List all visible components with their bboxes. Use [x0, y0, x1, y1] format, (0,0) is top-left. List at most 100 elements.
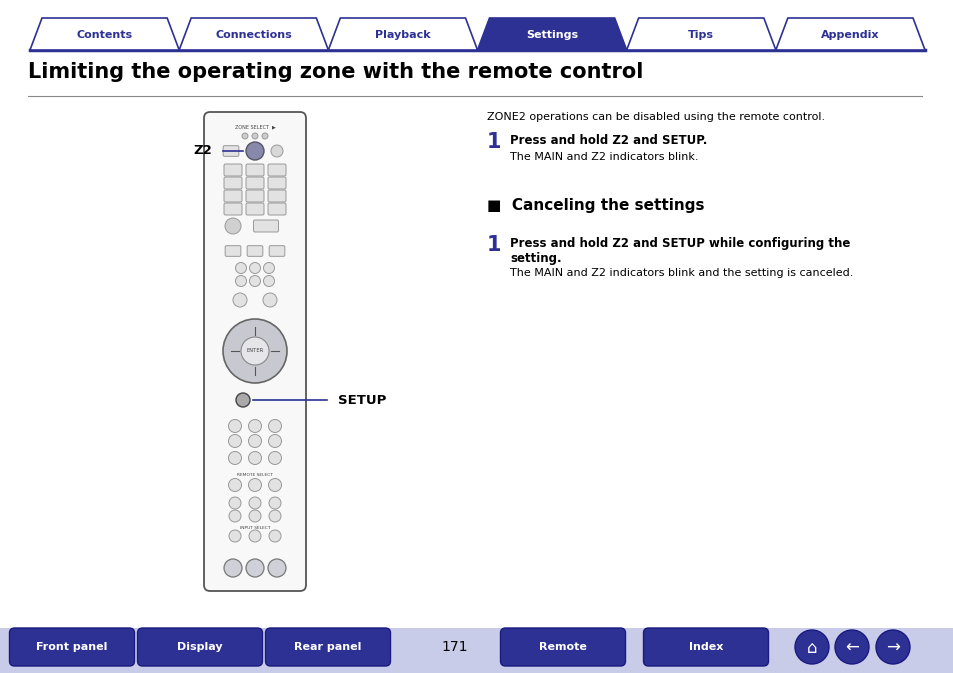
FancyBboxPatch shape [246, 203, 264, 215]
Polygon shape [30, 18, 179, 50]
Text: ENTER: ENTER [246, 349, 263, 353]
FancyBboxPatch shape [268, 190, 286, 202]
Circle shape [250, 262, 260, 273]
Circle shape [246, 142, 264, 160]
Circle shape [262, 133, 268, 139]
Circle shape [229, 530, 241, 542]
FancyBboxPatch shape [268, 164, 286, 176]
Circle shape [242, 133, 248, 139]
Text: Press and hold Z2 and SETUP while configuring the
setting.: Press and hold Z2 and SETUP while config… [510, 237, 849, 265]
Circle shape [229, 435, 241, 448]
Circle shape [248, 479, 261, 491]
Circle shape [229, 479, 241, 491]
Text: Rear panel: Rear panel [294, 642, 361, 652]
FancyBboxPatch shape [246, 164, 264, 176]
FancyBboxPatch shape [268, 203, 286, 215]
Circle shape [229, 497, 241, 509]
Circle shape [263, 262, 274, 273]
Circle shape [263, 275, 274, 287]
Polygon shape [626, 18, 775, 50]
Text: Limiting the operating zone with the remote control: Limiting the operating zone with the rem… [28, 62, 642, 82]
Text: Playback: Playback [375, 30, 430, 40]
Text: ZONE2 operations can be disabled using the remote control.: ZONE2 operations can be disabled using t… [486, 112, 824, 122]
FancyBboxPatch shape [224, 177, 242, 189]
Circle shape [249, 530, 261, 542]
Circle shape [249, 510, 261, 522]
Text: Z2: Z2 [193, 145, 212, 157]
Circle shape [225, 218, 241, 234]
Circle shape [269, 510, 281, 522]
FancyBboxPatch shape [265, 628, 390, 666]
Circle shape [248, 435, 261, 448]
Circle shape [268, 435, 281, 448]
Text: Display: Display [177, 642, 223, 652]
Polygon shape [328, 18, 477, 50]
Text: 1: 1 [486, 235, 501, 255]
Text: ■  Canceling the settings: ■ Canceling the settings [486, 198, 703, 213]
Polygon shape [179, 18, 328, 50]
Circle shape [875, 630, 909, 664]
Text: ZONE SELECT  ▶: ZONE SELECT ▶ [234, 125, 275, 129]
FancyBboxPatch shape [500, 628, 625, 666]
Text: Front panel: Front panel [36, 642, 108, 652]
Text: REMOTE SELECT: REMOTE SELECT [236, 473, 273, 477]
Circle shape [229, 510, 241, 522]
Text: ⌂: ⌂ [806, 639, 817, 657]
FancyBboxPatch shape [224, 190, 242, 202]
Bar [0, 628, 953, 673]
FancyBboxPatch shape [268, 177, 286, 189]
FancyBboxPatch shape [247, 246, 263, 256]
Circle shape [248, 419, 261, 433]
Circle shape [268, 419, 281, 433]
Circle shape [248, 452, 261, 464]
Circle shape [271, 145, 283, 157]
Circle shape [268, 452, 281, 464]
FancyBboxPatch shape [224, 164, 242, 176]
Text: →: → [885, 639, 899, 657]
Text: The MAIN and Z2 indicators blink.: The MAIN and Z2 indicators blink. [510, 152, 698, 162]
FancyBboxPatch shape [225, 246, 240, 256]
Text: Appendix: Appendix [821, 30, 879, 40]
Text: Settings: Settings [525, 30, 578, 40]
FancyBboxPatch shape [223, 145, 238, 156]
Circle shape [224, 559, 242, 577]
Circle shape [249, 497, 261, 509]
FancyBboxPatch shape [269, 246, 285, 256]
Circle shape [269, 497, 281, 509]
Circle shape [235, 262, 246, 273]
Circle shape [269, 530, 281, 542]
FancyBboxPatch shape [643, 628, 768, 666]
Circle shape [235, 275, 246, 287]
Circle shape [233, 293, 247, 307]
Circle shape [268, 479, 281, 491]
Text: INPUT SELECT: INPUT SELECT [239, 526, 270, 530]
Circle shape [794, 630, 828, 664]
Circle shape [223, 319, 287, 383]
Text: SETUP: SETUP [337, 394, 386, 406]
Text: Connections: Connections [215, 30, 292, 40]
Text: 171: 171 [441, 640, 468, 654]
Text: 1: 1 [486, 132, 501, 152]
Polygon shape [775, 18, 924, 50]
Text: Tips: Tips [687, 30, 714, 40]
FancyBboxPatch shape [246, 190, 264, 202]
Text: ←: ← [844, 639, 858, 657]
Circle shape [263, 293, 276, 307]
Text: Remote: Remote [538, 642, 586, 652]
FancyBboxPatch shape [204, 112, 306, 591]
FancyBboxPatch shape [10, 628, 134, 666]
FancyBboxPatch shape [137, 628, 262, 666]
FancyBboxPatch shape [224, 203, 242, 215]
Text: Index: Index [688, 642, 722, 652]
Circle shape [235, 393, 250, 407]
Circle shape [252, 133, 257, 139]
Circle shape [250, 275, 260, 287]
Text: Press and hold Z2 and SETUP.: Press and hold Z2 and SETUP. [510, 134, 706, 147]
Circle shape [229, 419, 241, 433]
Circle shape [229, 452, 241, 464]
Text: Contents: Contents [76, 30, 132, 40]
Circle shape [241, 337, 269, 365]
Text: The MAIN and Z2 indicators blink and the setting is canceled.: The MAIN and Z2 indicators blink and the… [510, 268, 853, 278]
Circle shape [834, 630, 868, 664]
Circle shape [246, 559, 264, 577]
